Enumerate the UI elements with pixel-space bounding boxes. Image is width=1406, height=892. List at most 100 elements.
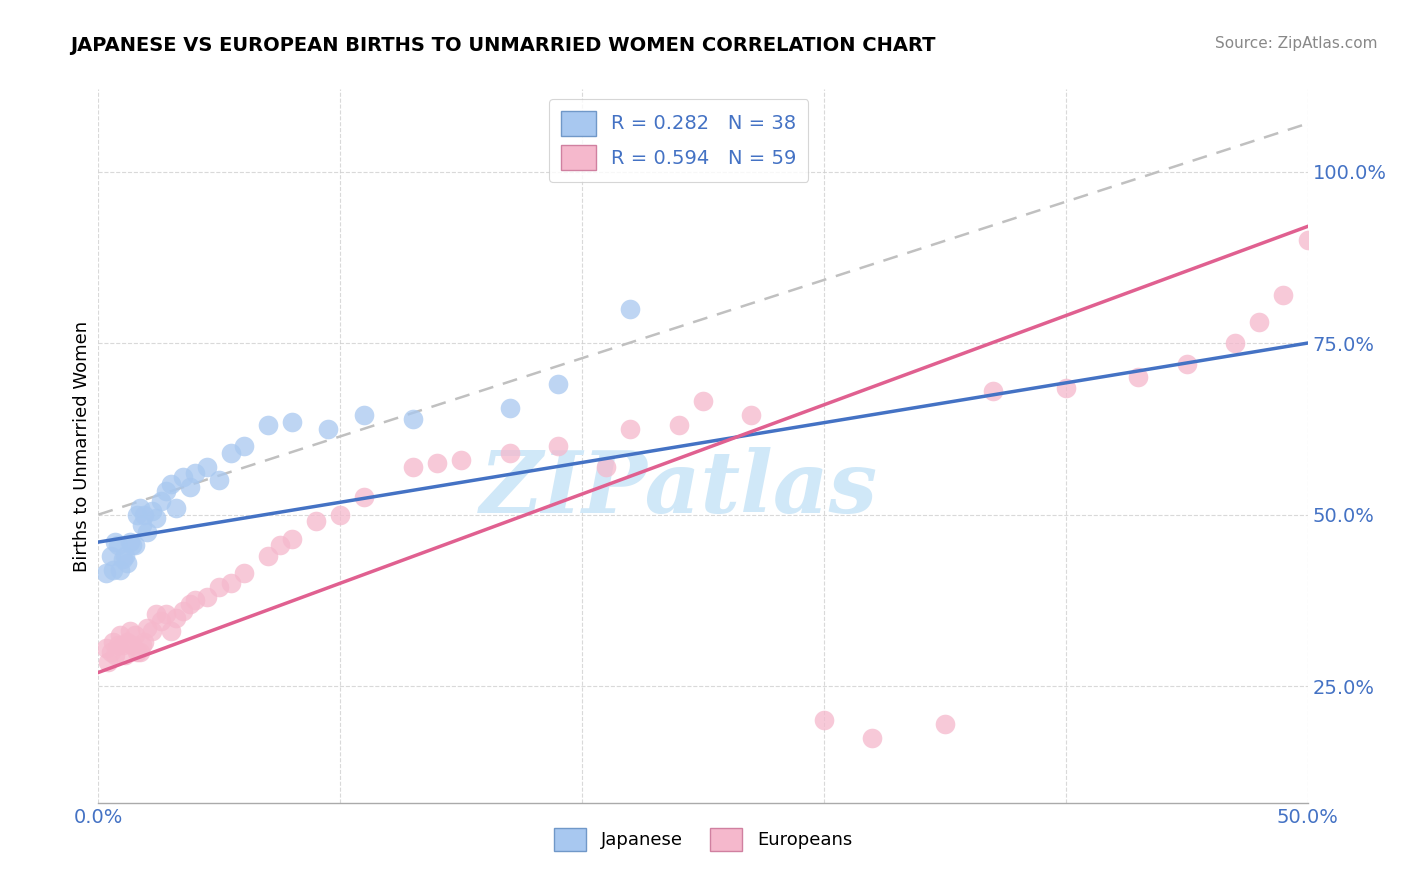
- Point: [402, 411, 425, 425]
- Point: [184, 593, 207, 607]
- Point: [1128, 370, 1150, 384]
- Point: [117, 634, 139, 648]
- Point: [121, 638, 143, 652]
- Point: [118, 624, 141, 639]
- Point: [121, 539, 143, 553]
- Point: [860, 731, 883, 745]
- Point: [1296, 233, 1319, 247]
- Point: [127, 508, 149, 522]
- Point: [114, 549, 136, 563]
- Point: [145, 607, 167, 621]
- Point: [141, 624, 163, 639]
- Point: [97, 655, 120, 669]
- Point: [101, 562, 124, 576]
- Point: [101, 634, 124, 648]
- Point: [108, 628, 131, 642]
- Point: [353, 491, 375, 505]
- Point: [94, 566, 117, 580]
- Point: [108, 562, 131, 576]
- Point: [498, 401, 520, 416]
- Point: [160, 476, 183, 491]
- Point: [195, 459, 218, 474]
- Y-axis label: Births to Unmarried Women: Births to Unmarried Women: [73, 320, 91, 572]
- Point: [94, 641, 117, 656]
- Point: [269, 539, 291, 553]
- Point: [124, 628, 146, 642]
- Point: [740, 408, 762, 422]
- Point: [426, 456, 449, 470]
- Point: [107, 638, 129, 652]
- Point: [232, 566, 254, 580]
- Point: [134, 508, 156, 522]
- Point: [128, 500, 150, 515]
- Point: [595, 459, 617, 474]
- Point: [104, 535, 127, 549]
- Point: [450, 452, 472, 467]
- Point: [179, 597, 201, 611]
- Point: [155, 483, 177, 498]
- Point: [232, 439, 254, 453]
- Point: [1249, 316, 1271, 330]
- Point: [1175, 357, 1198, 371]
- Point: [131, 517, 153, 532]
- Point: [221, 576, 243, 591]
- Point: [150, 614, 173, 628]
- Point: [145, 511, 167, 525]
- Point: [619, 422, 641, 436]
- Point: [135, 524, 157, 539]
- Point: [692, 394, 714, 409]
- Point: [127, 645, 149, 659]
- Point: [155, 607, 177, 621]
- Point: [124, 539, 146, 553]
- Point: [1344, 178, 1367, 193]
- Point: [1272, 288, 1295, 302]
- Point: [353, 408, 375, 422]
- Point: [107, 539, 129, 553]
- Point: [498, 446, 520, 460]
- Legend: Japanese, Europeans: Japanese, Europeans: [547, 821, 859, 858]
- Point: [100, 645, 122, 659]
- Text: Source: ZipAtlas.com: Source: ZipAtlas.com: [1215, 36, 1378, 51]
- Point: [813, 714, 835, 728]
- Point: [114, 648, 136, 663]
- Point: [402, 459, 425, 474]
- Point: [256, 418, 278, 433]
- Point: [179, 480, 201, 494]
- Point: [165, 610, 187, 624]
- Point: [165, 500, 187, 515]
- Point: [135, 621, 157, 635]
- Text: JAPANESE VS EUROPEAN BIRTHS TO UNMARRIED WOMEN CORRELATION CHART: JAPANESE VS EUROPEAN BIRTHS TO UNMARRIED…: [70, 36, 936, 54]
- Point: [547, 377, 569, 392]
- Point: [117, 556, 139, 570]
- Point: [256, 549, 278, 563]
- Point: [221, 446, 243, 460]
- Point: [111, 552, 134, 566]
- Point: [281, 415, 304, 429]
- Point: [160, 624, 183, 639]
- Point: [281, 532, 304, 546]
- Point: [134, 634, 156, 648]
- Point: [981, 384, 1004, 398]
- Point: [329, 508, 352, 522]
- Point: [208, 473, 231, 487]
- Point: [316, 422, 339, 436]
- Point: [118, 535, 141, 549]
- Point: [131, 638, 153, 652]
- Point: [172, 470, 194, 484]
- Point: [141, 504, 163, 518]
- Point: [934, 717, 956, 731]
- Point: [619, 301, 641, 316]
- Point: [547, 439, 569, 453]
- Point: [195, 590, 218, 604]
- Point: [128, 645, 150, 659]
- Point: [208, 580, 231, 594]
- Point: [111, 638, 134, 652]
- Point: [1054, 381, 1077, 395]
- Point: [172, 604, 194, 618]
- Point: [184, 467, 207, 481]
- Point: [1223, 336, 1246, 351]
- Point: [150, 494, 173, 508]
- Point: [668, 418, 690, 433]
- Text: ZIPatlas: ZIPatlas: [479, 447, 877, 531]
- Point: [305, 515, 328, 529]
